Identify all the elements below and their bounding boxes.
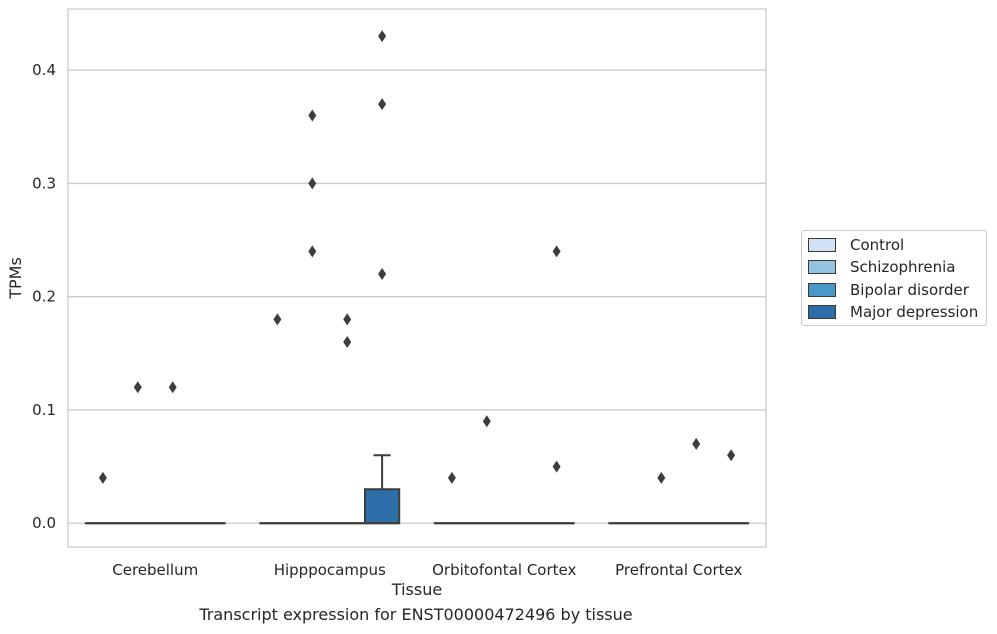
outlier-point: [168, 381, 177, 394]
outlier-point: [692, 437, 701, 450]
y-tick-label: 0.4: [32, 61, 56, 79]
outlier-points: [98, 30, 736, 484]
legend-item-control: Control: [808, 235, 904, 255]
outlier-point: [273, 313, 282, 326]
legend: Control Schizophrenia Bipolar disorder M…: [801, 230, 987, 326]
outlier-point: [552, 245, 561, 258]
legend-label-bipolar-disorder: Bipolar disorder: [850, 281, 969, 299]
outlier-point: [378, 30, 387, 43]
outlier-point: [378, 268, 387, 281]
outlier-point: [552, 460, 561, 473]
x-axis-tick-labels: Cerebellum Hipppocampus Orbitofontal Corte…: [112, 561, 742, 579]
y-tick-label: 0.1: [32, 401, 56, 419]
outlier-point: [378, 98, 387, 111]
legend-swatch-bipolar-disorder: [808, 283, 836, 297]
legend-label-control: Control: [850, 236, 905, 254]
outlier-point: [657, 471, 666, 484]
legend-swatch-major-depression: [808, 305, 836, 319]
outlier-point: [447, 471, 456, 484]
x-tick-label: Hipppocampus: [274, 561, 386, 579]
y-tick-label: 0.0: [32, 514, 56, 532]
outlier-point: [343, 335, 352, 348]
outlier-point: [343, 313, 352, 326]
legend-label-schizophrenia: Schizophrenia: [850, 258, 956, 276]
legend-swatch-control: [808, 238, 836, 252]
outlier-point: [133, 381, 142, 394]
y-axis-label: TPMs: [6, 257, 25, 300]
outlier-point: [98, 471, 107, 484]
outlier-point: [308, 177, 317, 190]
y-axis-tick-labels: 0.0 0.1 0.2 0.3 0.4: [32, 61, 56, 532]
legend-item-bipolar-disorder: Bipolar disorder: [808, 280, 969, 300]
x-tick-label: Orbitofontal Cortex: [432, 561, 576, 579]
legend-label-major-depression: Major depression: [850, 303, 979, 321]
x-tick-label: Prefrontal Cortex: [615, 561, 742, 579]
y-gridlines: [68, 69, 766, 524]
x-axis-label: Tissue: [391, 580, 442, 599]
legend-swatch-schizophrenia: [808, 260, 836, 274]
plot-frame: [67, 8, 767, 548]
outlier-point: [727, 449, 736, 462]
legend-item-schizophrenia: Schizophrenia: [808, 257, 955, 277]
outlier-point: [308, 109, 317, 122]
legend-item-major-depression: Major depression: [808, 302, 978, 322]
x-tick-label: Cerebellum: [112, 561, 198, 579]
y-tick-label: 0.3: [32, 174, 56, 192]
box: [363, 488, 401, 525]
chart-caption: Transcript expression for ENST0000047249…: [199, 605, 633, 624]
y-tick-label: 0.2: [32, 288, 56, 306]
outlier-point: [308, 245, 317, 258]
outlier-point: [482, 415, 491, 428]
box-marks: [84, 454, 750, 525]
